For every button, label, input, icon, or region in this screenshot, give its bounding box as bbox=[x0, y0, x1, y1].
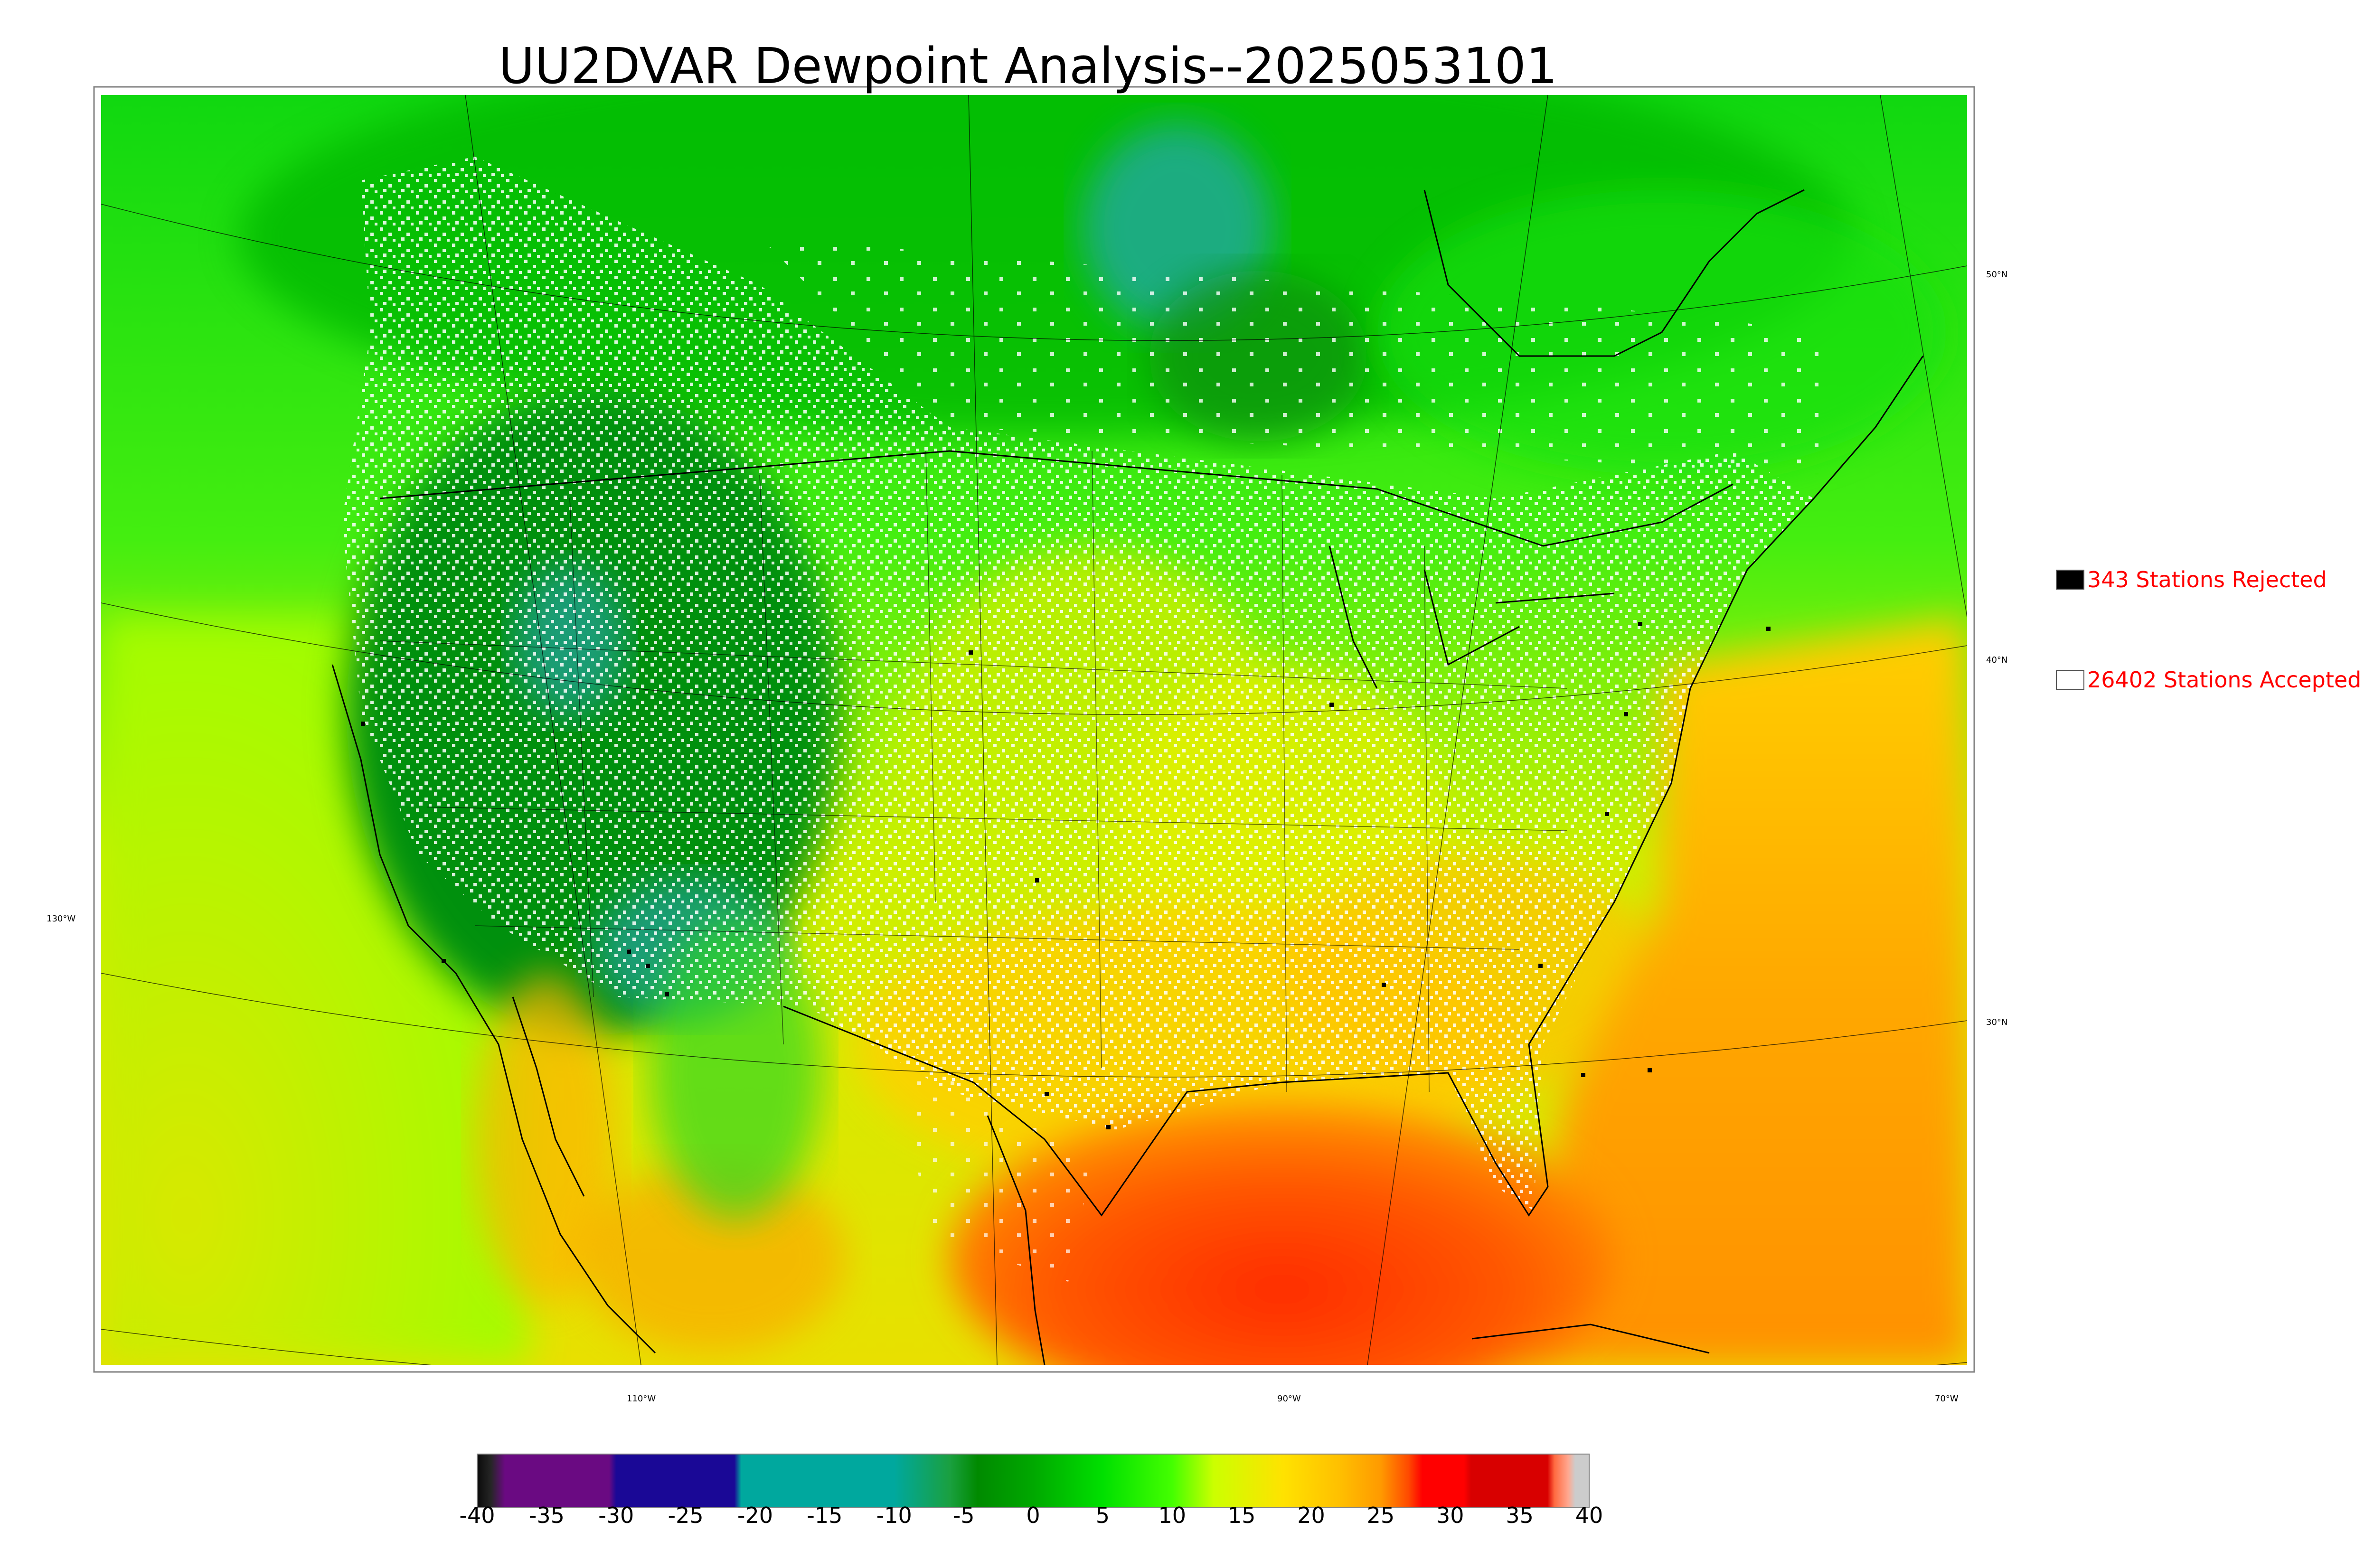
colorbar-tick-label: 35 bbox=[1506, 1502, 1534, 1528]
colorbar-tick-label: 5 bbox=[1095, 1502, 1110, 1528]
legend-rejected: 343 Stations Rejected bbox=[2056, 567, 2327, 592]
accepted-swatch bbox=[2056, 670, 2084, 690]
colorbar-tick-label: -10 bbox=[876, 1502, 912, 1528]
colorbar-tick-label: 15 bbox=[1227, 1502, 1256, 1528]
lat-label-30n: 30°N bbox=[1986, 1017, 2008, 1027]
lon-label-90w: 90°W bbox=[1277, 1394, 1301, 1404]
map-title: UU2DVAR Dewpoint Analysis--2025053101 bbox=[498, 37, 1558, 95]
rejected-swatch bbox=[2056, 570, 2084, 590]
colorbar-tick-label: 30 bbox=[1436, 1502, 1464, 1528]
lon-label-70w: 70°W bbox=[1935, 1394, 1959, 1404]
colorbar-tick-label: 20 bbox=[1297, 1502, 1325, 1528]
lon-label-130w: 130°W bbox=[47, 914, 76, 924]
colorbar-tick-label: 0 bbox=[1026, 1502, 1040, 1528]
colorbar-tick-label: -30 bbox=[598, 1502, 634, 1528]
colorbar-tick-label: -40 bbox=[459, 1502, 495, 1528]
colorbar-tick-label: -25 bbox=[668, 1502, 704, 1528]
colorbar-scale bbox=[477, 1454, 1590, 1508]
dewpoint-field bbox=[101, 95, 1967, 1365]
colorbar-tick-label: 40 bbox=[1575, 1502, 1603, 1528]
colorbar-tick-label: 25 bbox=[1366, 1502, 1395, 1528]
lat-label-50n: 50°N bbox=[1986, 270, 2008, 280]
lon-label-110w: 110°W bbox=[627, 1394, 656, 1404]
legend-rejected-label: 343 Stations Rejected bbox=[2087, 567, 2327, 592]
colorbar-tick-label: -35 bbox=[528, 1502, 565, 1528]
lat-label-40n: 40°N bbox=[1986, 655, 2008, 665]
colorbar-tick-label: -5 bbox=[952, 1502, 975, 1528]
legend-accepted-label: 26402 Stations Accepted bbox=[2087, 667, 2362, 693]
colorbar-tick-label: -15 bbox=[807, 1502, 843, 1528]
colorbar-tick-label: -20 bbox=[737, 1502, 773, 1528]
colorbar-tick-label: 10 bbox=[1158, 1502, 1187, 1528]
legend-accepted: 26402 Stations Accepted bbox=[2056, 667, 2361, 693]
